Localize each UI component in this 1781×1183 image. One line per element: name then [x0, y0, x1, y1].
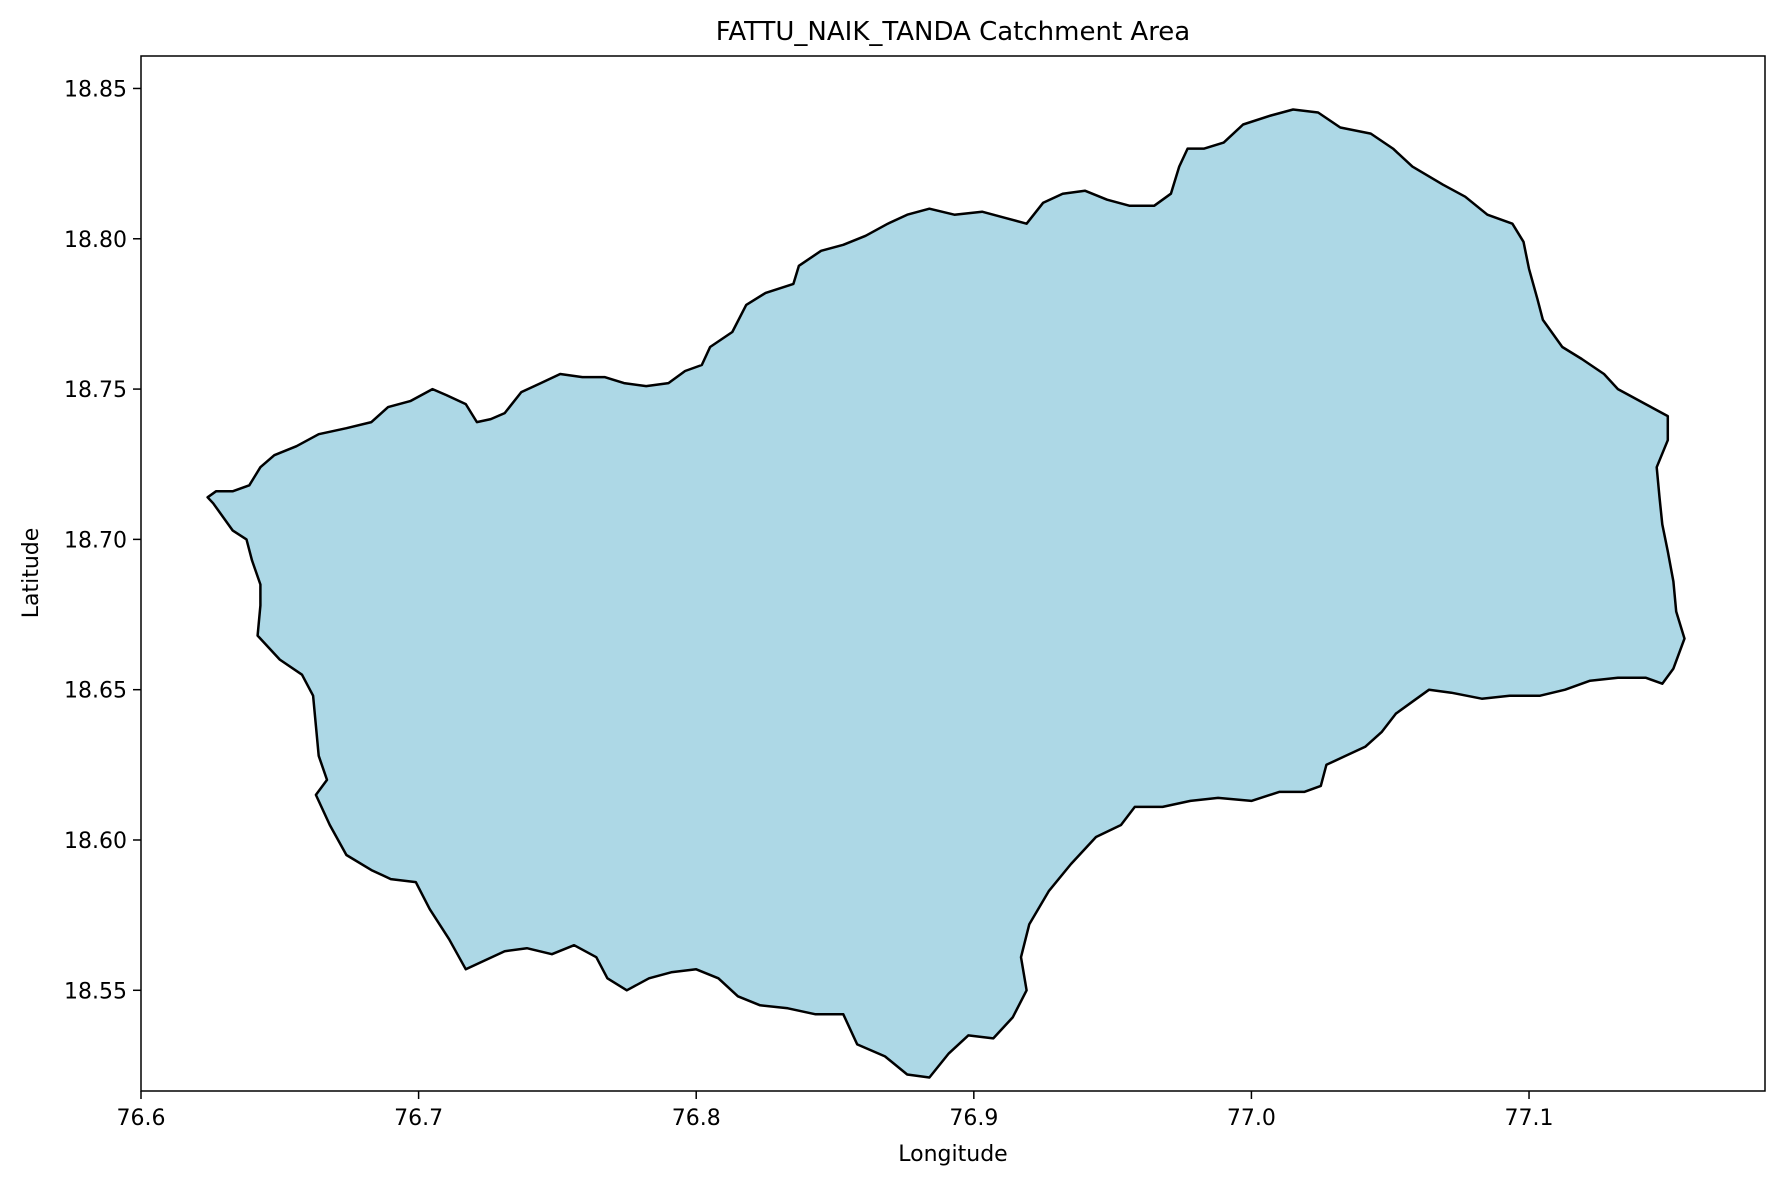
plot-area: [206, 108, 1686, 1079]
y-tick-label: 18.85: [64, 77, 127, 102]
x-tick-label: 77.0: [1227, 1106, 1276, 1131]
catchment-polygon: [206, 108, 1686, 1079]
y-tick-label: 18.60: [64, 829, 127, 854]
x-axis-label: Longitude: [898, 1142, 1007, 1167]
y-tick-label: 18.75: [64, 378, 127, 403]
x-tick-label: 77.1: [1505, 1106, 1554, 1131]
x-axis: 76.6 76.7 76.8 76.9 77.0 77.1: [117, 1091, 1554, 1131]
y-axis: 18.55 18.60 18.65 18.70 18.75 18.80 18.85: [64, 77, 141, 1004]
x-tick-label: 76.6: [117, 1106, 166, 1131]
y-tick-label: 18.70: [64, 528, 127, 553]
x-tick-label: 76.7: [394, 1106, 443, 1131]
y-tick-label: 18.55: [64, 979, 127, 1004]
y-axis-label: Latitude: [19, 528, 44, 619]
y-tick-label: 18.65: [64, 679, 127, 704]
plot-title: FATTU_NAIK_TANDA Catchment Area: [716, 17, 1191, 47]
axes-frame: [140, 55, 1766, 1092]
y-tick-label: 18.80: [64, 228, 127, 253]
x-tick-label: 76.9: [949, 1106, 998, 1131]
x-tick-label: 76.8: [672, 1106, 721, 1131]
